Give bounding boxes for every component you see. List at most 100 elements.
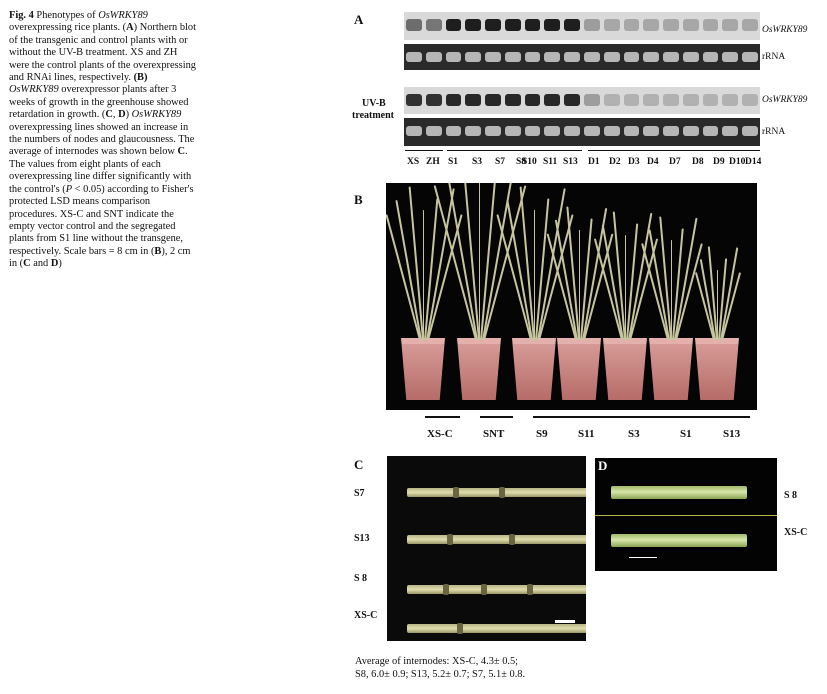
blot-band [485, 94, 501, 106]
flower-pot [603, 338, 647, 400]
blot-band [485, 19, 501, 31]
blot-band [504, 52, 521, 62]
blot-band [663, 52, 679, 62]
blot-band [663, 126, 679, 136]
group-underline [405, 150, 443, 151]
blot-band [643, 126, 660, 136]
blot-band [682, 19, 699, 31]
blot-band [564, 94, 580, 106]
caption-text: . The values from eight plants of each o… [9, 146, 192, 195]
blot-band [722, 52, 739, 62]
lane-label: D10 [729, 157, 746, 167]
blot-band [584, 52, 600, 62]
blot-band [584, 126, 600, 136]
flower-pot [512, 338, 556, 400]
plant-label: S1 [680, 428, 692, 440]
blot-band [702, 94, 719, 106]
lane-label: D3 [628, 157, 640, 167]
blot-band [682, 94, 699, 106]
lane-label: D14 [745, 157, 762, 167]
caption-gene-name: OsWRKY89 [98, 10, 148, 21]
glaucousness-stem-photo [595, 458, 777, 571]
caption-panel-ref: C [177, 146, 186, 158]
caption-gene-name: OsWRKY89 [9, 84, 59, 96]
blot-band [406, 94, 422, 106]
rice-leaf [670, 240, 673, 340]
blot-band [603, 126, 620, 136]
lane-label: S1 [448, 157, 459, 167]
flower-pot [649, 338, 693, 400]
blot-band [406, 52, 422, 62]
blot-band [682, 126, 699, 136]
plant-label: S11 [578, 428, 595, 440]
blot-band [445, 19, 462, 31]
blot-band [524, 19, 541, 31]
figure-caption: Fig. 4 Phenotypes of OsWRKY89 overexpres… [9, 10, 199, 271]
caption-text: and [30, 258, 51, 270]
blot-band [742, 126, 758, 136]
flower-pot [557, 338, 601, 400]
blot-band [504, 94, 521, 106]
internode-stem-photo [387, 456, 586, 641]
plant-label: S9 [536, 428, 548, 440]
blot-band [742, 94, 758, 106]
blot-band [663, 19, 679, 31]
rice-leaf [533, 210, 536, 340]
plant-label: S13 [723, 428, 741, 440]
stem-node [453, 487, 459, 498]
blot-band [623, 94, 640, 106]
blot-band [663, 94, 679, 106]
caption-text: , [112, 109, 119, 121]
gene-label: OsWRKY89 [762, 25, 808, 35]
blot-band [406, 19, 422, 31]
lane-label: S8 [516, 157, 527, 167]
rice-leaf [578, 230, 581, 340]
caption-panel-ref: D [118, 109, 126, 121]
blot-band [504, 19, 521, 31]
plant-label: S3 [628, 428, 640, 440]
rice-leaf [716, 270, 719, 340]
rice-leaf [496, 214, 532, 341]
lane-label: S13 [563, 157, 578, 167]
blot-band [524, 126, 541, 136]
blot-band [722, 126, 739, 136]
stem-s7 [407, 488, 586, 497]
panel-d-letter: D [598, 458, 608, 473]
lane-label: D1 [588, 157, 600, 167]
blot-band [425, 19, 442, 31]
blot-band [603, 52, 620, 62]
blot-band [425, 126, 442, 136]
caption-text: < 0.05) according to Fisher's protected … [9, 183, 194, 257]
row-label-xs-c: XS-C [354, 610, 378, 621]
plant-label: XS-C [427, 428, 453, 440]
scale-bar [629, 557, 657, 558]
divider-line [595, 515, 777, 516]
caption-text: Phenotypes of [33, 10, 99, 21]
caption-p-value: P [65, 183, 73, 195]
blot-band [445, 94, 462, 106]
stem-node [443, 584, 449, 595]
group-underline [588, 150, 760, 151]
rice-leaf [478, 183, 481, 340]
caption-panel-ref: C [23, 258, 31, 270]
caption-text: ) [125, 109, 132, 121]
row-label-s7: S7 [354, 488, 365, 499]
caption-text: ), 2 cm in ( [9, 245, 191, 270]
blot-band [406, 126, 422, 136]
lane-label: D4 [647, 157, 659, 167]
blot-band [485, 52, 501, 62]
panel-a-letter: A [354, 12, 364, 27]
stem-node [447, 534, 453, 545]
blot-band [603, 94, 620, 106]
stem-node [457, 623, 463, 634]
blot-band [722, 19, 739, 31]
caption-text: ) [58, 258, 62, 270]
uvb-label: UV-B [362, 98, 386, 109]
lane-label: D2 [609, 157, 621, 167]
average-line-1: Average of internodes: XS-C, 4.3± 0.5; [355, 656, 519, 667]
northern-blot-oswrky89-untreated [404, 12, 760, 40]
blot-band [643, 52, 660, 62]
panel-b-letter: B [354, 192, 363, 207]
blot-band [544, 19, 561, 31]
blot-band [564, 52, 580, 62]
